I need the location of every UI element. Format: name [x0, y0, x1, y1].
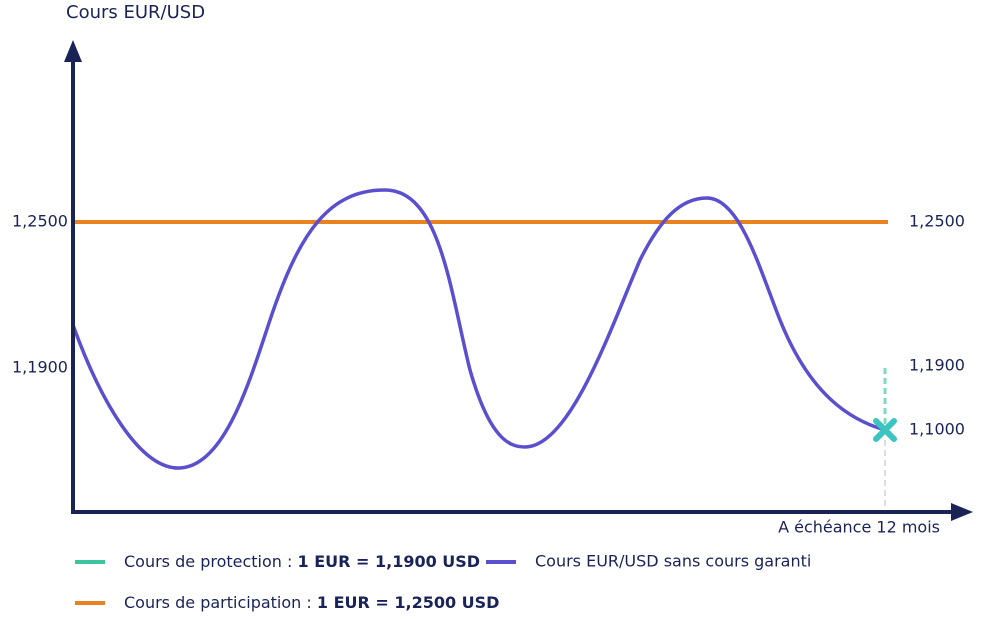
legend-text: Cours EUR/USD sans cours garanti: [535, 552, 811, 571]
legend-text: Cours de participation : 1 EUR = 1,2500 …: [124, 593, 499, 612]
axis-title: Cours EUR/USD: [66, 2, 205, 23]
level-label: 1,1900: [12, 358, 68, 377]
x-arrow: [951, 503, 973, 521]
legend-text: Cours de protection : 1 EUR = 1,1900 USD: [124, 552, 480, 571]
level-label: 1,1000: [909, 420, 965, 439]
final-marker: [873, 418, 897, 442]
x-label: A échéance 12 mois: [778, 518, 940, 537]
level-label: 1,1900: [909, 356, 965, 375]
rate-curve: [71, 188, 886, 470]
y-arrow: [64, 40, 82, 62]
level-label: 1,2500: [12, 212, 68, 231]
level-label: 1,2500: [909, 212, 965, 231]
